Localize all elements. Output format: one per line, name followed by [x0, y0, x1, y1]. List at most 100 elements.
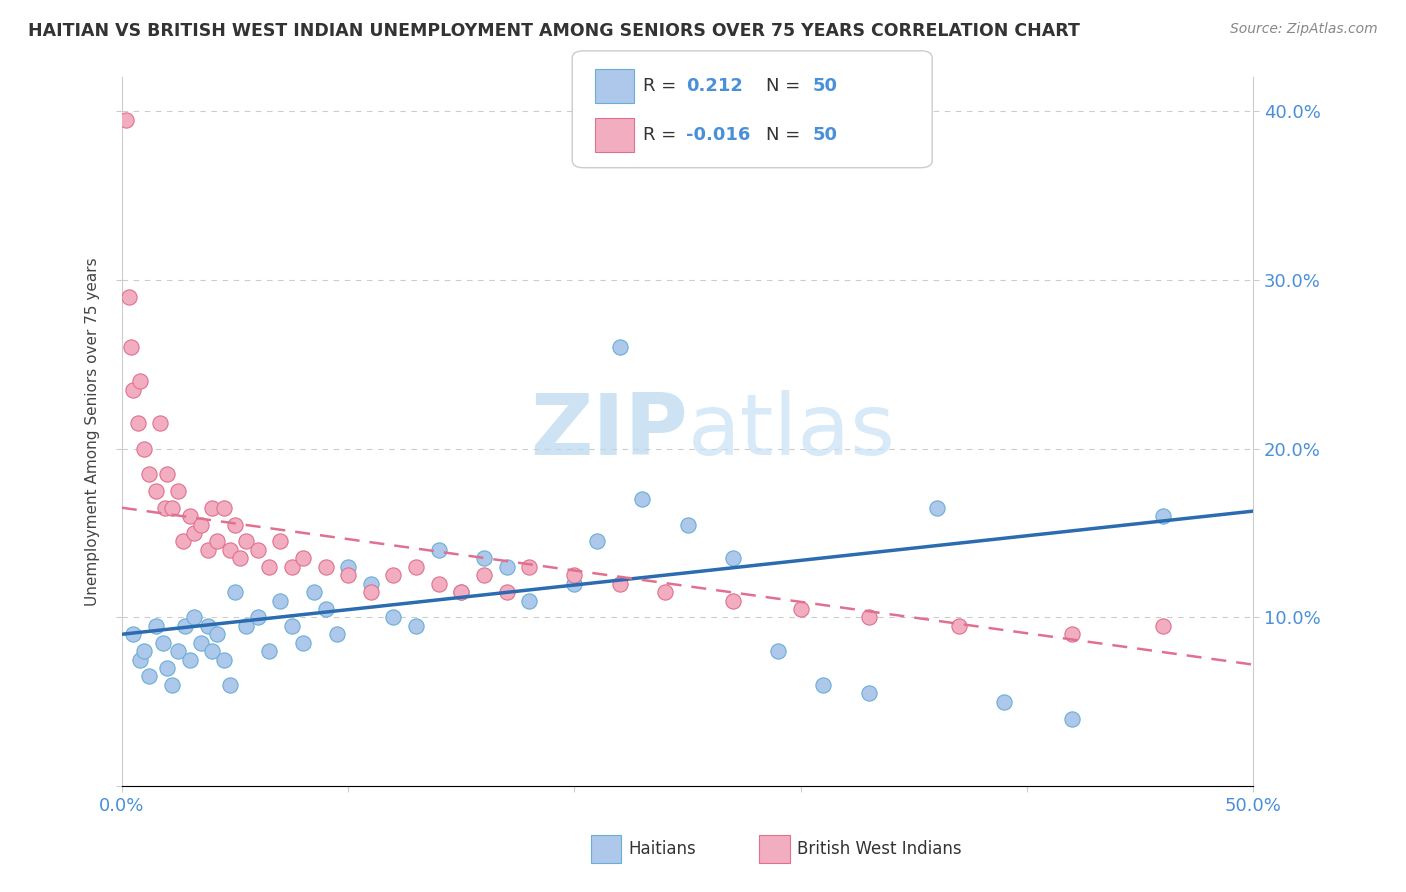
Point — [190, 517, 212, 532]
Point — [129, 374, 152, 388]
Point — [450, 585, 472, 599]
Point — [609, 576, 631, 591]
Text: N =: N = — [766, 126, 806, 144]
Point — [360, 576, 382, 591]
Point — [201, 644, 224, 658]
Point — [302, 585, 325, 599]
Point — [257, 559, 280, 574]
Point — [138, 669, 160, 683]
Text: ZIP: ZIP — [530, 391, 688, 474]
Point — [858, 686, 880, 700]
Point — [156, 661, 179, 675]
Point — [235, 534, 257, 549]
Point — [183, 526, 205, 541]
Point — [993, 695, 1015, 709]
Point — [122, 383, 145, 397]
Point — [183, 610, 205, 624]
Point — [129, 652, 152, 666]
Point — [564, 568, 586, 582]
Point — [280, 619, 302, 633]
Point — [382, 610, 405, 624]
Point — [1062, 712, 1084, 726]
Point — [212, 652, 235, 666]
Point — [564, 576, 586, 591]
Text: R =: R = — [643, 78, 682, 95]
Point — [145, 619, 167, 633]
Point — [382, 568, 405, 582]
Text: R =: R = — [643, 126, 682, 144]
Point — [450, 585, 472, 599]
Point — [197, 542, 219, 557]
Point — [721, 593, 744, 607]
Point — [280, 559, 302, 574]
Point — [167, 644, 190, 658]
Text: 50: 50 — [813, 78, 838, 95]
Point — [405, 559, 427, 574]
Point — [246, 542, 269, 557]
Point — [224, 585, 246, 599]
Point — [235, 619, 257, 633]
Point — [205, 534, 228, 549]
Point — [360, 585, 382, 599]
Point — [609, 340, 631, 354]
Point — [152, 636, 174, 650]
Point — [122, 627, 145, 641]
Point — [228, 551, 250, 566]
Point — [269, 593, 291, 607]
Point — [790, 602, 813, 616]
Point — [291, 636, 314, 650]
Point — [1152, 509, 1174, 524]
Point — [676, 517, 699, 532]
Point — [219, 542, 242, 557]
Point — [427, 576, 450, 591]
Point — [495, 559, 517, 574]
Point — [197, 619, 219, 633]
Point — [205, 627, 228, 641]
Point — [472, 568, 495, 582]
Point — [201, 500, 224, 515]
Point — [427, 542, 450, 557]
Point — [586, 534, 609, 549]
Point — [1152, 619, 1174, 633]
Point — [246, 610, 269, 624]
Point — [257, 644, 280, 658]
Point — [156, 467, 179, 481]
Text: Source: ZipAtlas.com: Source: ZipAtlas.com — [1230, 22, 1378, 37]
Point — [721, 551, 744, 566]
Point — [127, 417, 149, 431]
Point — [517, 559, 540, 574]
Point — [160, 500, 183, 515]
Point — [631, 492, 654, 507]
Point — [190, 636, 212, 650]
Point — [138, 467, 160, 481]
Point — [925, 500, 948, 515]
Point — [517, 593, 540, 607]
Text: N =: N = — [766, 78, 806, 95]
Point — [315, 602, 337, 616]
Point — [167, 483, 190, 498]
Point — [160, 678, 183, 692]
Point — [315, 559, 337, 574]
Point — [134, 644, 156, 658]
Point — [145, 483, 167, 498]
Text: -0.016: -0.016 — [686, 126, 751, 144]
Text: Haitians: Haitians — [628, 840, 696, 858]
Point — [654, 585, 676, 599]
Point — [174, 619, 197, 633]
Point — [179, 509, 201, 524]
Point — [153, 500, 176, 515]
Point — [948, 619, 970, 633]
Point — [269, 534, 291, 549]
Text: 0.212: 0.212 — [686, 78, 742, 95]
Point — [405, 619, 427, 633]
Point — [115, 112, 138, 127]
Point — [219, 678, 242, 692]
Point — [1062, 627, 1084, 641]
Point — [291, 551, 314, 566]
Point — [858, 610, 880, 624]
Y-axis label: Unemployment Among Seniors over 75 years: Unemployment Among Seniors over 75 years — [86, 258, 100, 606]
Point — [337, 568, 360, 582]
Point — [326, 627, 349, 641]
Point — [766, 644, 789, 658]
Point — [179, 652, 201, 666]
